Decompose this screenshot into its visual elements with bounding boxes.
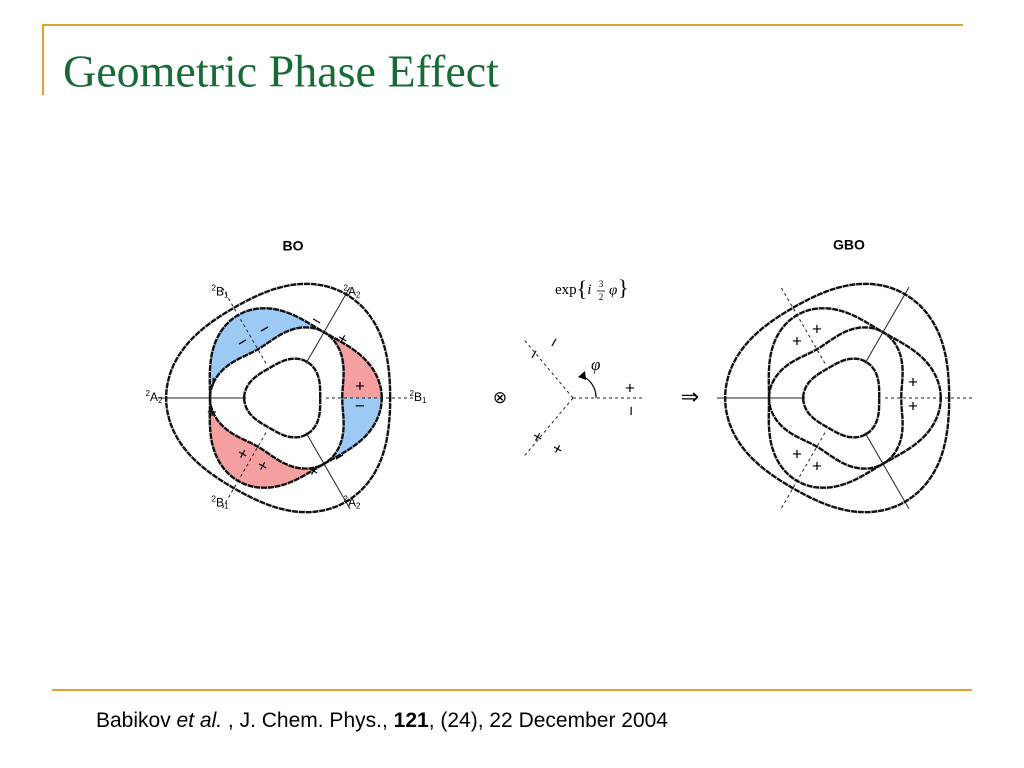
- symmetry-line: [864, 286, 910, 364]
- state-label: 2B1: [212, 495, 229, 511]
- state-base: B: [414, 390, 422, 404]
- denominator: 2: [599, 292, 604, 302]
- state-label: 2A2: [344, 495, 361, 511]
- state-sup: 2: [344, 283, 349, 292]
- citation-rest: , (24), 22 December 2004: [429, 709, 669, 732]
- citation-volume: 121: [394, 709, 429, 732]
- axis-line: [524, 340, 574, 399]
- numerator: 3: [599, 279, 604, 289]
- sign: +: [792, 444, 802, 463]
- state-label: 2B1: [212, 283, 229, 299]
- citation-author: Babikov: [96, 709, 177, 732]
- state-sub: 2: [158, 396, 163, 405]
- citation-etal: et al.: [177, 709, 223, 732]
- state-sub: 1: [422, 396, 427, 405]
- state-sup: 2: [344, 495, 349, 504]
- phi: φ: [609, 282, 617, 298]
- sign: +: [625, 378, 635, 397]
- contour: [767, 326, 904, 470]
- symmetry-line: [780, 432, 826, 510]
- lobe-fill: [209, 398, 324, 488]
- state-sub: 2: [356, 502, 361, 511]
- state-sup: 2: [410, 389, 415, 398]
- citation: Babikov et al. , J. Chem. Phys., 121, (2…: [96, 709, 668, 732]
- phase-factor: exp{i: [555, 276, 591, 301]
- exp: exp: [555, 282, 577, 298]
- state-base: B: [216, 496, 224, 510]
- state-label: 2B1: [410, 389, 427, 405]
- sign: −: [622, 406, 641, 416]
- contour: [208, 326, 345, 470]
- state-label: 2A2: [344, 283, 361, 299]
- imag-unit: i: [587, 282, 591, 298]
- symmetry-line: [221, 286, 267, 364]
- state-sub: 2: [356, 290, 361, 299]
- state-base: A: [348, 285, 356, 299]
- panel-label: GBO: [833, 237, 865, 253]
- contour: [724, 282, 951, 514]
- operator: ⇒: [681, 384, 699, 409]
- symmetry-line: [305, 432, 351, 510]
- sign: −: [355, 396, 365, 415]
- lobe-fill: [209, 308, 324, 398]
- state-sup: 2: [146, 389, 151, 398]
- symmetry-line: [305, 286, 351, 364]
- symmetry-line: [864, 432, 910, 510]
- brace: }: [618, 275, 629, 300]
- state-sup: 2: [212, 283, 217, 292]
- symmetry-line: [221, 432, 267, 510]
- state-sub: 1: [224, 290, 229, 299]
- state-sub: 1: [224, 502, 229, 511]
- phi-label: φ: [591, 355, 600, 374]
- sign: +: [207, 402, 217, 421]
- state-base: A: [150, 390, 158, 404]
- sign: +: [792, 331, 802, 350]
- axis-line: [524, 397, 574, 456]
- contour: [165, 282, 392, 514]
- symmetry-line: [780, 286, 826, 364]
- sign: +: [812, 456, 822, 475]
- sign: +: [908, 396, 918, 415]
- lobe-fill: [324, 398, 382, 464]
- panel-label: BO: [283, 238, 304, 254]
- sign: +: [812, 319, 822, 338]
- state-base: B: [216, 285, 224, 299]
- brace: {: [577, 276, 588, 301]
- sign: −: [204, 377, 223, 387]
- slide-title: Geometric Phase Effect: [63, 46, 499, 97]
- arrow-head: [578, 371, 586, 380]
- state-base: A: [348, 496, 356, 510]
- operator: ⊗: [493, 388, 507, 407]
- sign: +: [355, 376, 365, 395]
- sign: +: [908, 372, 918, 391]
- state-sup: 2: [212, 495, 217, 504]
- lobe-fill: [324, 332, 382, 398]
- state-label: 2A2: [146, 389, 163, 405]
- citation-journal: , J. Chem. Phys.,: [222, 709, 394, 732]
